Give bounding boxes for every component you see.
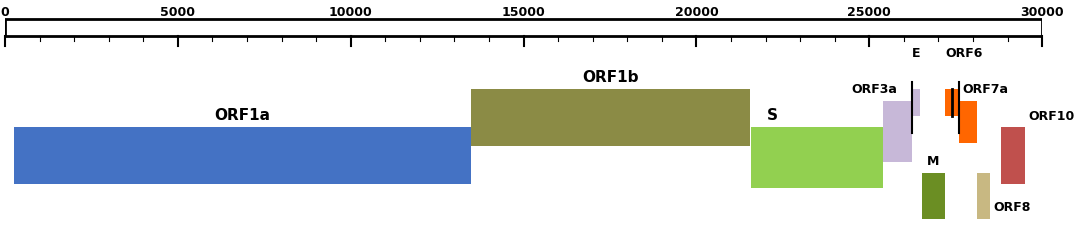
- Text: S: S: [768, 107, 778, 122]
- Bar: [922, 173, 945, 219]
- Text: E: E: [912, 46, 921, 60]
- Bar: [959, 101, 977, 143]
- Bar: [912, 90, 921, 116]
- Text: ORF1a: ORF1a: [215, 107, 271, 122]
- Bar: [1000, 128, 1025, 185]
- Text: ORF8: ORF8: [994, 200, 1032, 213]
- Bar: [14, 128, 471, 185]
- Text: ORF7a: ORF7a: [963, 83, 1009, 95]
- Text: 25000: 25000: [847, 6, 892, 19]
- Text: 5000: 5000: [161, 6, 195, 19]
- Text: ORF10: ORF10: [1028, 109, 1075, 122]
- Text: 15000: 15000: [501, 6, 545, 19]
- Text: 10000: 10000: [329, 6, 373, 19]
- Text: 30000: 30000: [1021, 6, 1064, 19]
- Text: 0: 0: [1, 6, 10, 19]
- Bar: [977, 173, 991, 219]
- Bar: [5, 20, 1042, 37]
- Bar: [945, 90, 959, 116]
- Text: ORF3a: ORF3a: [852, 83, 897, 95]
- Bar: [883, 101, 912, 162]
- Text: M: M: [927, 155, 940, 168]
- Text: 20000: 20000: [675, 6, 718, 19]
- Text: ORF6: ORF6: [945, 46, 983, 60]
- Bar: [471, 90, 750, 147]
- Text: ORF1b: ORF1b: [582, 69, 638, 84]
- Bar: [750, 128, 883, 188]
